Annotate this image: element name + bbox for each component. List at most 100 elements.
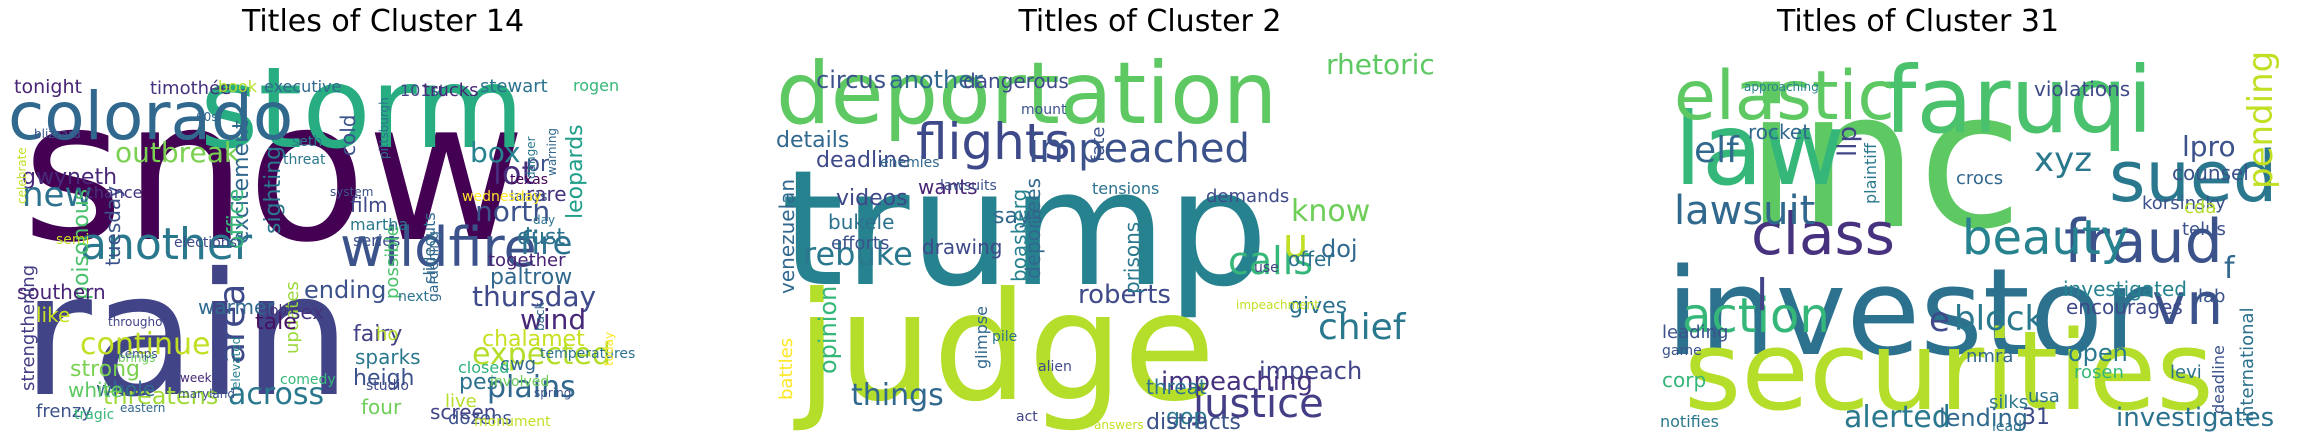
cloud-word: southern [17, 280, 106, 304]
cloud-word: snow [22, 58, 526, 285]
cloud-word: deadline [816, 148, 911, 173]
cloud-word: enemies [880, 155, 940, 171]
cloud-word: sued [2109, 136, 2277, 218]
cloud-word: system [330, 185, 373, 199]
cloud-word: game [1662, 343, 1702, 359]
cloud-word: xyz [2034, 140, 2092, 180]
cloud-word: dangerous [963, 69, 1069, 93]
cloud-word: sex [290, 300, 324, 324]
cloud-word: 31 [2022, 405, 2050, 430]
cloud-word: impeachment [1236, 298, 1319, 312]
cloud-word: dozens [448, 408, 512, 429]
cloud-word: videos [836, 186, 908, 211]
cloud-word: f [2224, 251, 2236, 286]
cloud-word: chalamet [482, 327, 585, 352]
cloud-word: encourages [2066, 295, 2183, 319]
cloud-word: korsinsky [2142, 193, 2226, 214]
cloud-word: block [1954, 299, 2045, 339]
cloud-word: screen [430, 400, 496, 424]
cloud-word: rogen [573, 76, 619, 95]
cloud-word: temperatures [540, 346, 635, 362]
cloud-word: storm [200, 44, 524, 174]
cloud-word: lpro [2182, 130, 2236, 163]
cloud-word: wildfire [340, 216, 537, 279]
cloud-word: flights [916, 113, 1070, 171]
cloud-word: spring [534, 386, 571, 400]
cloud-word: elf [1694, 130, 1740, 171]
cloud-word: pile [992, 329, 1017, 345]
cloud-word: brings [118, 351, 155, 365]
cloud-word: silks [1989, 392, 2028, 413]
cloud-word: back [533, 302, 547, 331]
cloud-word: excitement [229, 120, 254, 244]
cloud-word: counsel [2172, 161, 2249, 185]
cloud-word: chief [1318, 307, 1407, 348]
cloud-word: wind [520, 303, 586, 336]
cloud-word: another [889, 66, 983, 94]
cloud-word: lab [2198, 286, 2225, 307]
cloud-word: leading [1662, 322, 1728, 343]
cloud-word: lawsuits [940, 178, 997, 194]
cloud-word: job' [265, 303, 291, 319]
cloud-word: warning [545, 128, 559, 176]
cloud-word: deportation [776, 44, 1277, 144]
cloud-word: box [470, 136, 521, 169]
cloud-word: circus [816, 66, 886, 94]
cloud-word: wants [918, 175, 978, 199]
cloud-word: together [488, 250, 566, 271]
cloud-word: temps [120, 347, 158, 361]
cloud-word: rocket [1748, 120, 1810, 144]
cloud-word: another [80, 219, 253, 270]
cloud-word: ending [304, 276, 386, 304]
cloud-word: rebuke [803, 235, 913, 273]
cloud-word: e [1929, 300, 1950, 340]
cloud-word: efforts [831, 233, 889, 254]
cloud-word: gwyneth [22, 165, 117, 190]
cloud-word: warmer [198, 295, 275, 319]
cloud-word: cwg [500, 354, 536, 375]
cloud-word: thursday [472, 280, 596, 313]
cloud-word: deadline [2209, 345, 2228, 414]
cloud-word: film [350, 193, 388, 217]
cloud-word: rhetoric [1326, 48, 1435, 81]
cloud-word: impeached [1028, 126, 1250, 172]
cloud-word: alerted [1844, 400, 1951, 435]
cloud-panel-cluster-14: Titles of Cluster 14 snow rain storm colora… [0, 0, 766, 435]
cloud-word: celebrate [15, 147, 29, 204]
cloud-word: expected [472, 337, 611, 372]
cloud-word: stewart [480, 76, 548, 97]
cloud-word: plains [487, 370, 576, 405]
cloud-word: battles [776, 338, 797, 400]
cloud-word: day [533, 213, 555, 227]
cloud-word: tensions [1092, 179, 1159, 198]
cloud-word: involved [490, 374, 549, 390]
cloud-word: martha [350, 215, 408, 234]
cloud-word: distracts [1146, 410, 1241, 435]
cloud-word: studio [366, 378, 409, 394]
cloud-word: rosen [2074, 362, 2124, 383]
cloud-word: paltrow [490, 265, 572, 290]
cloud-word: week [180, 371, 212, 385]
cloud-word: lands [510, 189, 548, 205]
cloud-word: gives [1289, 294, 1347, 319]
cloud-word: chance [85, 183, 143, 202]
cloud-word: impeaching [1161, 367, 1313, 397]
cloud-word: pittsburgh [377, 97, 391, 159]
cloud-word: tuesday [101, 186, 125, 266]
cloud-word: act [1016, 409, 1038, 425]
cloud-word: gardening [426, 231, 442, 302]
cloud-word: colorado [8, 78, 293, 155]
cloud-word: fairy [353, 322, 402, 347]
cloud-word: updates [282, 281, 303, 354]
cloud-word: investigated [2063, 277, 2187, 301]
cloud-word: texas [510, 172, 548, 188]
cloud-word: threatens [103, 382, 218, 410]
cloud-word: glimpse [972, 306, 991, 369]
cloud-word: crocs [1956, 168, 2003, 189]
cloud-word: plaintiff [1861, 142, 1880, 204]
cloud-word: drawing [922, 235, 1002, 259]
cloud-word: rain [22, 237, 351, 435]
cloud-word: seth [292, 134, 322, 150]
cloud-word: heigh [353, 366, 415, 391]
